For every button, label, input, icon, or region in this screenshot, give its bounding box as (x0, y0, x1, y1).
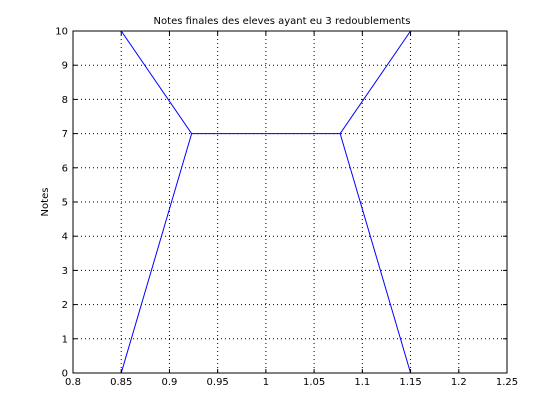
y-tick-label: 2 (62, 300, 68, 311)
y-axis-label: Notes (40, 188, 51, 217)
x-tick-label: 0.95 (207, 377, 229, 388)
x-tick-label: 1 (263, 377, 269, 388)
y-tick-label: 8 (62, 95, 68, 106)
y-tick-label: 10 (55, 27, 68, 38)
y-tick-label: 7 (62, 129, 68, 140)
y-tick-label: 4 (62, 232, 68, 243)
x-tick-label: 0.85 (110, 377, 132, 388)
y-tick-label: 5 (62, 198, 68, 209)
x-tick-label: 0.9 (161, 377, 177, 388)
y-tick-label: 9 (62, 61, 68, 72)
y-tick-label: 1 (62, 334, 68, 345)
x-tick-label: 1.05 (303, 377, 325, 388)
y-tick-label: 0 (62, 369, 68, 380)
y-tick-label: 6 (62, 163, 68, 174)
x-tick-label: 1.1 (354, 377, 370, 388)
chart-title: Notes finales des eleves ayant eu 3 redo… (154, 16, 411, 27)
x-tick-label: 1.2 (451, 377, 467, 388)
x-tick-label: 1.15 (399, 377, 421, 388)
x-tick-label: 1.25 (496, 377, 518, 388)
y-tick-label: 3 (62, 266, 68, 277)
